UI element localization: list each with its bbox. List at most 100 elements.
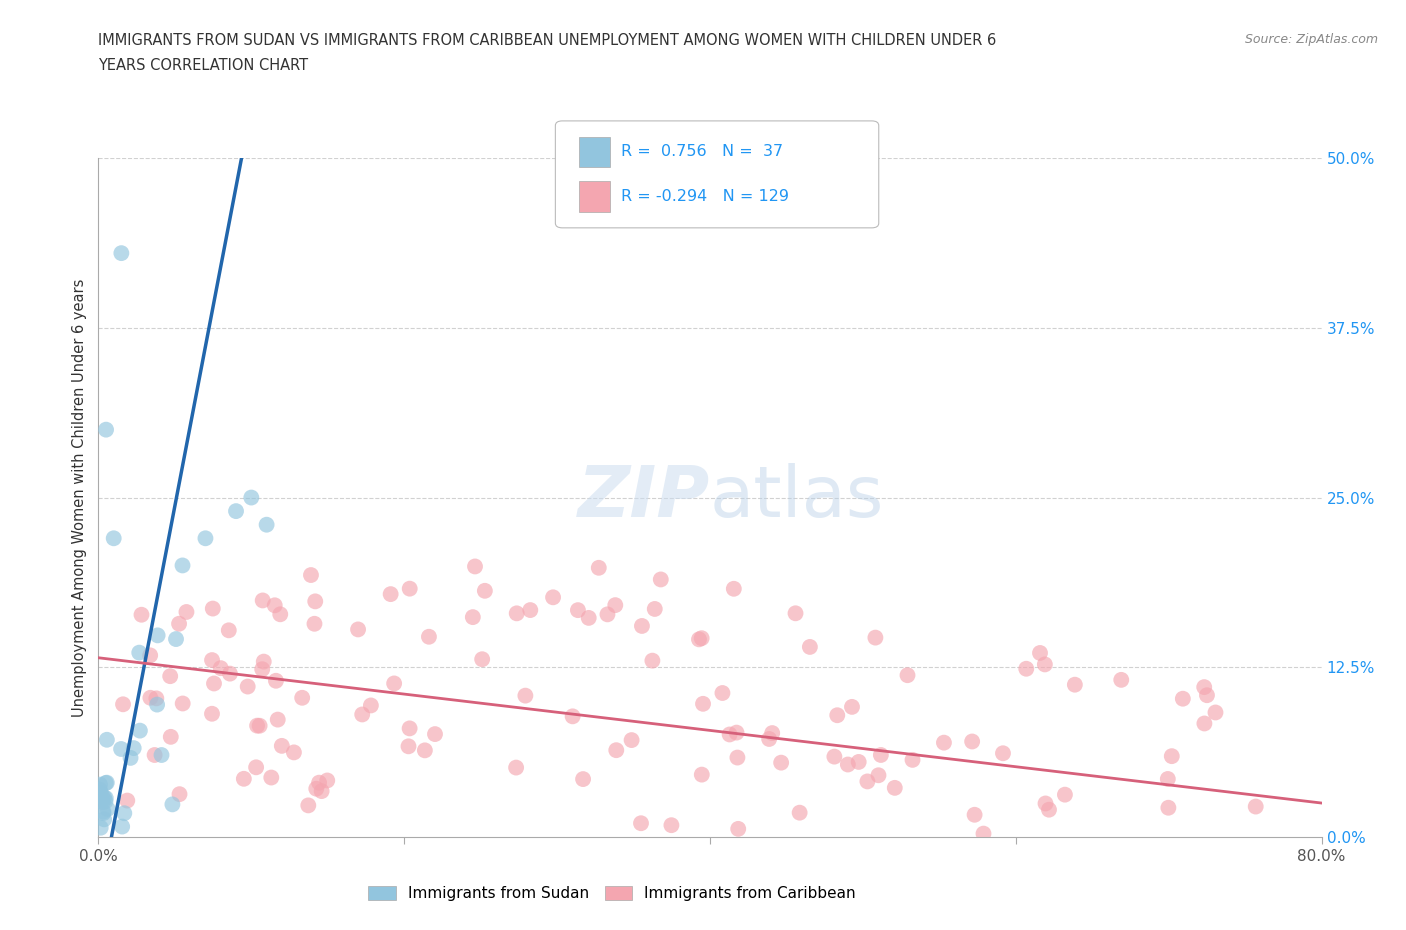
Point	[567, 603, 589, 618]
Point	[572, 772, 595, 787]
Point	[201, 601, 224, 616]
Point	[960, 734, 983, 749]
Text: ZIP: ZIP	[578, 463, 710, 532]
Point	[605, 598, 627, 613]
Point	[789, 805, 811, 820]
Point	[232, 771, 254, 786]
Legend: Immigrants from Sudan, Immigrants from Caribbean: Immigrants from Sudan, Immigrants from C…	[363, 880, 862, 908]
Point	[90, 786, 112, 801]
Point	[283, 745, 305, 760]
Point	[856, 774, 879, 789]
Point	[991, 746, 1014, 761]
Point	[711, 685, 734, 700]
Point	[146, 628, 169, 643]
Point	[202, 676, 225, 691]
Point	[1109, 672, 1132, 687]
Point	[194, 531, 217, 546]
Text: R = -0.294   N = 129: R = -0.294 N = 129	[621, 189, 789, 204]
Point	[541, 590, 564, 604]
Text: IMMIGRANTS FROM SUDAN VS IMMIGRANTS FROM CARIBBEAN UNEMPLOYMENT AMONG WOMEN WITH: IMMIGRANTS FROM SUDAN VS IMMIGRANTS FROM…	[98, 33, 997, 47]
Point	[93, 812, 115, 827]
Point	[506, 606, 529, 621]
Point	[169, 787, 191, 802]
Point	[159, 669, 181, 684]
Point	[1033, 657, 1056, 671]
Point	[270, 738, 292, 753]
Point	[263, 598, 285, 613]
Point	[578, 610, 600, 625]
Point	[1038, 803, 1060, 817]
Point	[304, 594, 326, 609]
Point	[1194, 716, 1216, 731]
Point	[267, 712, 290, 727]
Point	[225, 504, 247, 519]
Point	[260, 770, 283, 785]
Point	[661, 817, 683, 832]
Point	[360, 698, 382, 713]
Point	[110, 741, 132, 756]
Point	[718, 727, 741, 742]
Point	[1053, 787, 1076, 802]
Point	[93, 805, 115, 820]
Point	[725, 725, 748, 740]
Point	[150, 748, 173, 763]
Point	[93, 804, 115, 819]
Point	[1029, 645, 1052, 660]
Point	[103, 531, 125, 546]
Point	[167, 617, 190, 631]
Point	[423, 726, 446, 741]
Point	[1035, 796, 1057, 811]
Point	[246, 718, 269, 733]
Point	[630, 816, 652, 830]
Point	[519, 603, 541, 618]
Point	[253, 654, 276, 669]
Point	[382, 676, 405, 691]
Point	[690, 631, 713, 645]
Point	[352, 707, 374, 722]
Point	[461, 610, 484, 625]
Point	[297, 798, 319, 813]
Point	[605, 743, 627, 758]
Point	[143, 748, 166, 763]
Point	[870, 748, 893, 763]
Point	[252, 593, 274, 608]
Point	[620, 733, 643, 748]
Point	[316, 773, 339, 788]
Point	[112, 697, 135, 711]
Point	[841, 699, 863, 714]
Point	[111, 819, 134, 834]
Point	[201, 653, 224, 668]
Point	[145, 691, 167, 706]
Point	[128, 645, 150, 660]
Point	[91, 790, 114, 805]
Point	[785, 605, 807, 620]
Point	[304, 617, 326, 631]
Point	[299, 567, 322, 582]
Point	[825, 708, 848, 723]
Point	[96, 776, 118, 790]
Point	[165, 631, 187, 646]
Point	[799, 640, 821, 655]
Point	[245, 760, 267, 775]
Point	[209, 660, 232, 675]
Point	[128, 724, 150, 738]
Point	[110, 246, 132, 260]
Text: Source: ZipAtlas.com: Source: ZipAtlas.com	[1244, 33, 1378, 46]
Point	[561, 709, 583, 724]
Point	[94, 794, 117, 809]
Point	[631, 618, 654, 633]
Point	[471, 652, 494, 667]
Point	[139, 648, 162, 663]
Point	[252, 662, 274, 677]
Text: R =  0.756   N =  37: R = 0.756 N = 37	[621, 144, 783, 159]
Point	[219, 666, 242, 681]
Text: atlas: atlas	[710, 463, 884, 532]
Point	[291, 690, 314, 705]
Point	[94, 790, 117, 805]
Point	[692, 697, 714, 711]
Point	[87, 792, 110, 807]
Point	[932, 736, 955, 751]
Y-axis label: Unemployment Among Women with Children Under 6 years: Unemployment Among Women with Children U…	[72, 278, 87, 717]
Point	[97, 802, 120, 817]
Point	[112, 805, 135, 820]
